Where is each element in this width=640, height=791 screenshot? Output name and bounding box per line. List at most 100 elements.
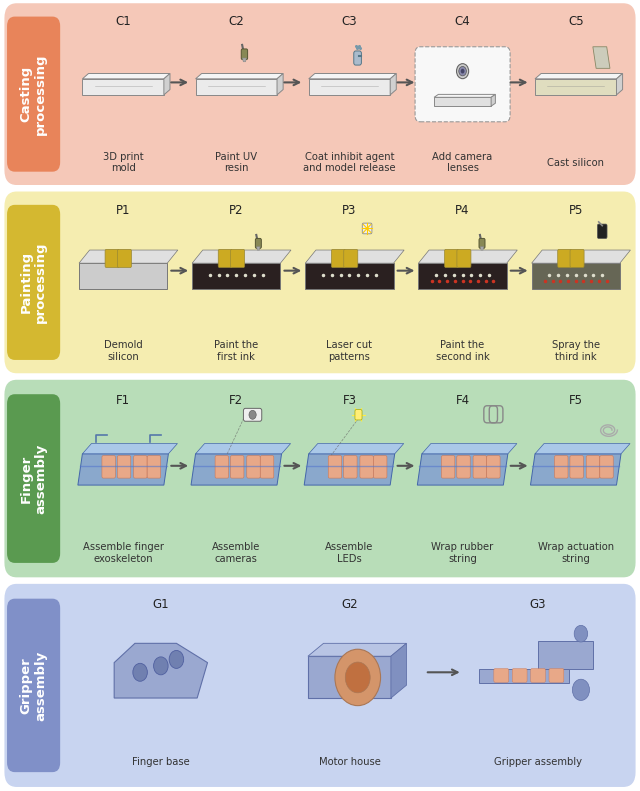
Text: Assemble finger
exoskeleton: Assemble finger exoskeleton <box>83 543 164 564</box>
Polygon shape <box>83 444 177 454</box>
Text: G2: G2 <box>341 598 358 611</box>
Text: Assemble
LEDs: Assemble LEDs <box>325 543 374 564</box>
FancyBboxPatch shape <box>457 249 471 267</box>
FancyBboxPatch shape <box>457 456 470 478</box>
Text: Paint the
first ink: Paint the first ink <box>214 340 259 361</box>
FancyBboxPatch shape <box>442 456 455 478</box>
Text: Gripper assembly: Gripper assembly <box>494 757 582 767</box>
Polygon shape <box>114 643 207 698</box>
FancyBboxPatch shape <box>7 205 60 360</box>
Polygon shape <box>390 74 396 95</box>
FancyBboxPatch shape <box>117 456 131 478</box>
Text: Coat inhibit agent
and model release: Coat inhibit agent and model release <box>303 152 396 173</box>
FancyBboxPatch shape <box>332 249 346 267</box>
Polygon shape <box>308 643 406 657</box>
FancyBboxPatch shape <box>7 599 60 772</box>
Text: Paint the
second ink: Paint the second ink <box>436 340 490 361</box>
Polygon shape <box>305 263 394 290</box>
FancyBboxPatch shape <box>374 456 387 478</box>
FancyBboxPatch shape <box>134 456 147 478</box>
FancyBboxPatch shape <box>362 223 372 234</box>
Text: Paint UV
resin: Paint UV resin <box>215 152 257 173</box>
Polygon shape <box>192 263 280 290</box>
Polygon shape <box>196 79 277 95</box>
FancyBboxPatch shape <box>479 238 485 248</box>
Polygon shape <box>83 79 164 95</box>
FancyBboxPatch shape <box>105 249 119 267</box>
Text: Casting
processing: Casting processing <box>19 53 47 135</box>
Polygon shape <box>277 74 283 95</box>
FancyBboxPatch shape <box>7 17 60 172</box>
Text: Demold
silicon: Demold silicon <box>104 340 143 361</box>
Polygon shape <box>422 444 517 454</box>
Polygon shape <box>616 74 623 95</box>
Polygon shape <box>434 94 495 97</box>
FancyBboxPatch shape <box>355 410 362 420</box>
Polygon shape <box>479 668 569 683</box>
Text: Assemble
cameras: Assemble cameras <box>212 543 260 564</box>
FancyBboxPatch shape <box>473 456 486 478</box>
Polygon shape <box>434 97 491 106</box>
Text: C3: C3 <box>342 16 357 28</box>
Polygon shape <box>308 74 396 79</box>
FancyBboxPatch shape <box>230 249 244 267</box>
Polygon shape <box>391 643 406 698</box>
Circle shape <box>169 650 184 668</box>
FancyBboxPatch shape <box>328 456 342 478</box>
FancyBboxPatch shape <box>118 249 131 267</box>
Text: C4: C4 <box>454 16 470 28</box>
FancyBboxPatch shape <box>531 668 545 683</box>
Text: P3: P3 <box>342 204 356 217</box>
FancyBboxPatch shape <box>215 456 228 478</box>
FancyBboxPatch shape <box>5 585 635 786</box>
Polygon shape <box>308 79 390 95</box>
FancyBboxPatch shape <box>241 49 248 59</box>
Text: G3: G3 <box>530 598 547 611</box>
Text: Painting
processing: Painting processing <box>19 241 47 324</box>
Polygon shape <box>164 74 170 95</box>
FancyBboxPatch shape <box>512 668 527 683</box>
Polygon shape <box>305 250 404 263</box>
FancyBboxPatch shape <box>549 668 564 683</box>
Polygon shape <box>78 454 168 485</box>
Text: P5: P5 <box>568 204 583 217</box>
Polygon shape <box>535 444 630 454</box>
Circle shape <box>249 411 256 419</box>
FancyBboxPatch shape <box>5 4 635 184</box>
Circle shape <box>346 662 370 693</box>
Circle shape <box>574 626 588 642</box>
Polygon shape <box>491 94 495 106</box>
Text: P2: P2 <box>229 204 244 217</box>
FancyBboxPatch shape <box>7 394 60 563</box>
FancyBboxPatch shape <box>570 249 584 267</box>
FancyBboxPatch shape <box>230 456 244 478</box>
Text: Motor house: Motor house <box>319 757 380 767</box>
FancyBboxPatch shape <box>102 456 115 478</box>
Polygon shape <box>538 641 593 668</box>
Polygon shape <box>532 263 620 290</box>
FancyBboxPatch shape <box>354 51 362 65</box>
FancyBboxPatch shape <box>494 668 509 683</box>
Polygon shape <box>83 74 170 79</box>
Text: Add camera
lenses: Add camera lenses <box>433 152 493 173</box>
Polygon shape <box>308 444 404 454</box>
FancyBboxPatch shape <box>554 456 568 478</box>
Text: C2: C2 <box>228 16 244 28</box>
FancyBboxPatch shape <box>247 456 260 478</box>
Polygon shape <box>191 454 282 485</box>
FancyBboxPatch shape <box>415 47 510 122</box>
Polygon shape <box>419 250 517 263</box>
FancyBboxPatch shape <box>360 456 373 478</box>
Text: P1: P1 <box>116 204 131 217</box>
Polygon shape <box>196 444 291 454</box>
FancyBboxPatch shape <box>445 249 459 267</box>
Text: Spray the
third ink: Spray the third ink <box>552 340 600 361</box>
Text: Wrap rubber
string: Wrap rubber string <box>431 543 493 564</box>
Polygon shape <box>532 250 630 263</box>
FancyBboxPatch shape <box>600 456 613 478</box>
Text: C5: C5 <box>568 16 584 28</box>
Text: Gripper
assembly: Gripper assembly <box>19 650 47 721</box>
Text: P4: P4 <box>455 204 470 217</box>
Text: F5: F5 <box>569 394 583 407</box>
FancyBboxPatch shape <box>344 249 358 267</box>
